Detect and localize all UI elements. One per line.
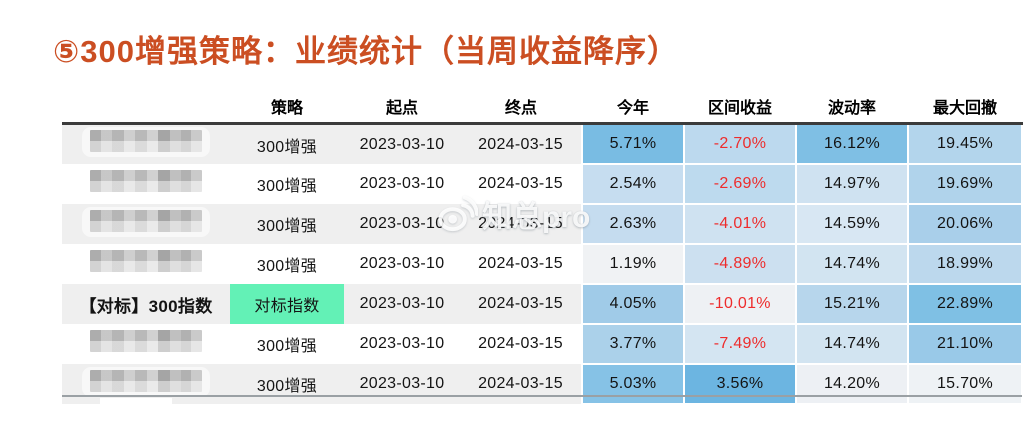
end-date-cell: 2024-03-15 [460,284,582,324]
column-header [62,89,230,125]
redacted-name-mosaic [90,209,202,232]
column-header: 波动率 [796,89,908,125]
interval-return-cell: -4.01% [683,203,797,245]
redacted-name-mosaic [90,249,202,272]
fund-name-cell [62,244,230,284]
redacted-name-mosaic [90,130,202,152]
interval-return-cell: -2.70% [683,122,797,165]
column-header: 最大回撤 [908,89,1022,125]
ytd-return-cell: 2.54% [581,163,685,205]
redacted-name-mosaic [90,329,202,352]
performance-table: 策略 起点 终点 今年 区间收益 波动率 最大回撤 300增强 2023-03-10 202… [62,89,1023,405]
start-date-cell: 2023-03-10 [344,244,460,284]
censor-halo [82,366,210,397]
column-header: 终点 [460,89,582,125]
table-bottom-rule [62,395,1022,397]
interval-return-cell: -7.49% [683,323,797,365]
start-date-cell: 2023-03-10 [344,204,460,244]
strategy-cell: 300增强 [230,204,344,244]
end-date-cell: 2024-03-15 [460,244,582,284]
volatility-cell: 14.59% [795,203,909,245]
page-title: ⑤300增强策略：业绩统计（当周收益降序） [53,34,679,69]
start-date-cell: 2023-03-10 [344,364,460,404]
max-drawdown-cell: 20.06% [907,203,1023,245]
max-drawdown-cell: 15.70% [907,363,1023,405]
volatility-cell: 15.21% [795,283,909,325]
column-header: 区间收益 [684,89,796,125]
end-date-cell: 2024-03-15 [460,324,582,364]
redacted-name-mosaic [90,169,202,192]
interval-return-cell: -10.01% [683,283,797,325]
censor-halo [82,206,210,237]
volatility-cell: 14.97% [795,163,909,205]
table-row: 300增强 2023-03-10 2024-03-15 2.63% -4.01%… [62,203,1023,245]
strategy-cell: 300增强 [230,123,344,164]
interval-return-cell: -4.89% [683,243,797,285]
header-row: 策略 起点 终点 今年 区间收益 波动率 最大回撤 [62,89,1022,125]
interval-return-cell: 3.56% [683,363,797,405]
ytd-return-cell: 5.71% [581,122,685,165]
column-header: 起点 [344,89,460,125]
ytd-return-cell: 3.77% [581,323,685,365]
censor-halo [82,247,210,277]
strategy-cell: 300增强 [230,244,344,284]
fund-name-cell [62,164,230,204]
start-date-cell: 2023-03-10 [344,123,460,164]
strategy-cell: 300增强 [230,364,344,404]
strategy-cell: 对标指数 [230,284,344,324]
table-body: 300增强 2023-03-10 2024-03-15 5.71% -2.70%… [62,122,1023,405]
max-drawdown-cell: 19.45% [907,122,1023,165]
column-header: 策略 [230,89,344,125]
start-date-cell: 2023-03-10 [344,324,460,364]
censor-halo [82,167,210,197]
ytd-return-cell: 5.03% [581,363,685,405]
max-drawdown-cell: 18.99% [907,243,1023,285]
table-row: 【对标】300指数 对标指数 2023-03-10 2024-03-15 4.0… [62,283,1023,325]
censor-halo [82,127,210,157]
table-row: 300增强 2023-03-10 2024-03-15 5.71% -2.70%… [62,122,1023,165]
volatility-cell: 16.12% [795,122,909,165]
interval-return-cell: -2.69% [683,163,797,205]
end-date-cell: 2024-03-15 [460,364,582,404]
table-row: 300增强 2023-03-10 2024-03-15 5.03% 3.56% … [62,363,1023,405]
ytd-return-cell: 2.63% [581,203,685,245]
ytd-return-cell: 1.19% [581,243,685,285]
table-header: 策略 起点 终点 今年 区间收益 波动率 最大回撤 [62,89,1022,125]
fund-name-cell [62,204,230,244]
end-date-cell: 2024-03-15 [460,204,582,244]
fund-name-cell: 【对标】300指数 [62,284,230,324]
censor-blob-bottom [100,398,172,420]
end-date-cell: 2024-03-15 [460,164,582,204]
end-date-cell: 2024-03-15 [460,123,582,164]
fund-name-cell [62,364,230,404]
max-drawdown-cell: 21.10% [907,323,1023,365]
volatility-cell: 14.74% [795,323,909,365]
start-date-cell: 2023-03-10 [344,284,460,324]
ytd-return-cell: 4.05% [581,283,685,325]
redacted-name-mosaic [90,369,202,392]
fund-name-cell [62,123,230,164]
censor-halo [82,327,210,357]
volatility-cell: 14.74% [795,243,909,285]
start-date-cell: 2023-03-10 [344,164,460,204]
table-row: 300增强 2023-03-10 2024-03-15 2.54% -2.69%… [62,163,1023,205]
table-row: 300增强 2023-03-10 2024-03-15 3.77% -7.49%… [62,323,1023,365]
fund-name-cell [62,324,230,364]
max-drawdown-cell: 19.69% [907,163,1023,205]
table-row: 300增强 2023-03-10 2024-03-15 1.19% -4.89%… [62,243,1023,285]
volatility-cell: 14.20% [795,363,909,405]
strategy-cell: 300增强 [230,324,344,364]
strategy-cell: 300增强 [230,164,344,204]
max-drawdown-cell: 22.89% [907,283,1023,325]
column-header: 今年 [582,89,684,125]
